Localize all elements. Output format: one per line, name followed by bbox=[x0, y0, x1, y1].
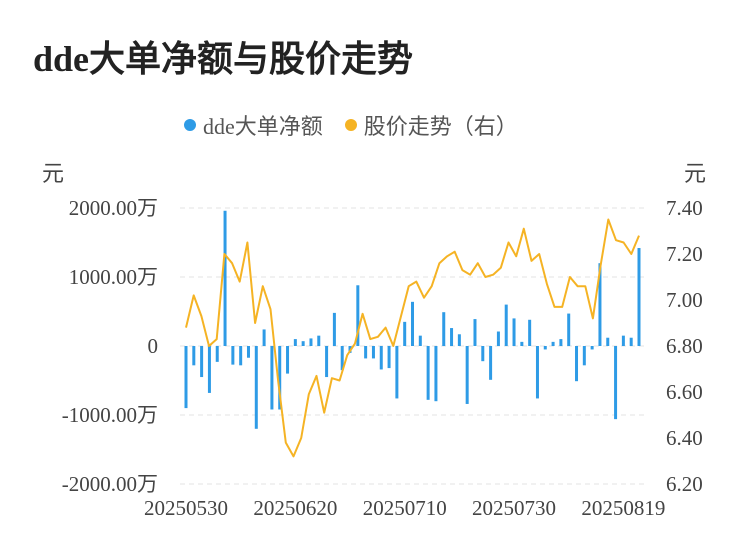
y-left-tick-label: 1000.00万 bbox=[69, 265, 158, 289]
y-right-tick-label: 7.40 bbox=[666, 196, 703, 220]
bar bbox=[278, 346, 282, 410]
bar bbox=[465, 346, 469, 404]
bar bbox=[590, 346, 594, 350]
legend-label-price: 股价走势（右） bbox=[363, 114, 518, 139]
bar bbox=[403, 321, 407, 346]
x-axis: 20250530 20250620 20250710 20250730 20250819 bbox=[144, 496, 665, 520]
bar bbox=[629, 337, 633, 346]
bar bbox=[325, 346, 329, 378]
bar bbox=[364, 346, 368, 359]
bar bbox=[528, 319, 532, 346]
bar bbox=[379, 346, 383, 370]
bar bbox=[567, 313, 571, 346]
legend-label-dde: dde大单净额 bbox=[203, 114, 323, 139]
y-right-unit: 元 bbox=[684, 161, 707, 186]
legend-item-price[interactable]: 股价走势（右） bbox=[344, 109, 518, 141]
bar bbox=[496, 331, 500, 346]
bar bbox=[512, 318, 516, 346]
bar bbox=[301, 341, 305, 346]
bar bbox=[332, 312, 336, 346]
bar-series bbox=[184, 210, 641, 429]
bar bbox=[489, 346, 493, 380]
bar bbox=[231, 346, 235, 365]
y-right-tick-label: 7.20 bbox=[666, 242, 703, 266]
bar bbox=[411, 301, 414, 346]
bar bbox=[504, 304, 508, 346]
y-left-tick-label: 2000.00万 bbox=[69, 196, 158, 220]
y-right-tick-label: 6.60 bbox=[666, 380, 703, 404]
bar bbox=[286, 346, 290, 374]
bar bbox=[450, 328, 454, 346]
bar bbox=[426, 346, 430, 400]
bar bbox=[637, 248, 641, 346]
bar bbox=[434, 346, 438, 402]
bar bbox=[582, 346, 586, 366]
bar bbox=[442, 312, 446, 346]
bar bbox=[192, 346, 196, 366]
bar bbox=[418, 335, 422, 346]
bar bbox=[270, 346, 274, 410]
bar bbox=[520, 341, 524, 346]
bar bbox=[309, 338, 313, 346]
y-left-tick-label: -1000.00万 bbox=[62, 403, 158, 427]
price-line bbox=[185, 218, 640, 458]
x-tick-label: 20250730 bbox=[472, 496, 556, 520]
x-tick-label: 20250710 bbox=[363, 496, 447, 520]
y-left-tick-label: -2000.00万 bbox=[62, 472, 158, 496]
y-left-tick-label: 0 bbox=[148, 334, 159, 358]
y-right-tick-label: 6.80 bbox=[666, 334, 703, 358]
bar bbox=[387, 346, 391, 369]
bar bbox=[207, 346, 211, 393]
legend-item-dde[interactable]: dde大单净额 bbox=[184, 109, 323, 141]
bar bbox=[239, 346, 243, 366]
bar bbox=[575, 346, 579, 382]
y-left-unit: 元 bbox=[42, 161, 65, 186]
legend-dot-dde-icon bbox=[184, 119, 196, 131]
x-tick-label: 20250819 bbox=[581, 496, 665, 520]
bar bbox=[559, 339, 563, 346]
y-right-tick-label: 6.40 bbox=[666, 426, 703, 450]
x-tick-label: 20250620 bbox=[253, 496, 337, 520]
bar bbox=[371, 346, 375, 359]
bar bbox=[317, 335, 321, 346]
bar bbox=[473, 319, 477, 346]
bar bbox=[223, 210, 227, 346]
line-series bbox=[185, 218, 640, 458]
bar bbox=[598, 263, 602, 346]
bar bbox=[551, 341, 555, 346]
bar bbox=[543, 346, 547, 350]
bar bbox=[246, 346, 250, 358]
bar bbox=[614, 346, 618, 420]
legend-dot-price-icon bbox=[344, 119, 357, 131]
bar bbox=[340, 346, 344, 371]
legend: dde大单净额 股价走势（右） bbox=[184, 110, 540, 140]
bar bbox=[254, 346, 258, 429]
y-right-tick-label: 6.20 bbox=[666, 472, 703, 496]
y-left-axis: 2000.00万 1000.00万 0 -1000.00万 -2000.00万 bbox=[62, 196, 158, 496]
y-right-tick-label: 7.00 bbox=[666, 288, 703, 312]
bar bbox=[200, 346, 204, 378]
chart-title: dde大单净额与股价走势 bbox=[33, 39, 414, 79]
bar bbox=[621, 335, 625, 346]
bar bbox=[356, 285, 360, 346]
bar bbox=[457, 334, 461, 346]
bar bbox=[293, 339, 297, 346]
bar bbox=[395, 346, 399, 399]
x-tick-label: 20250530 bbox=[144, 496, 228, 520]
y-right-axis: 7.40 7.20 7.00 6.80 6.60 6.40 6.20 bbox=[666, 196, 703, 496]
bar bbox=[606, 337, 610, 346]
bar bbox=[481, 346, 485, 362]
bar bbox=[215, 346, 219, 362]
bar bbox=[184, 346, 188, 409]
bar bbox=[262, 329, 266, 346]
bar bbox=[535, 346, 539, 399]
